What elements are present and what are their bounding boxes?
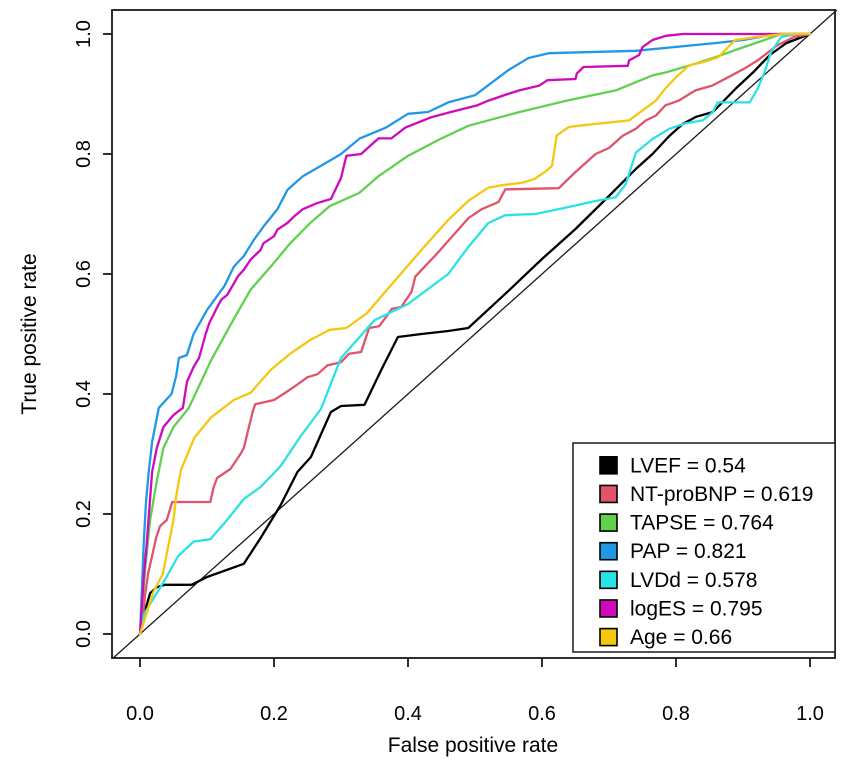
legend-swatch-Age xyxy=(599,627,618,647)
y-tick-label: 0.2 xyxy=(73,500,95,528)
legend-label-PAP: PAP = 0.821 xyxy=(630,540,747,563)
y-tick-label: 0.6 xyxy=(73,260,95,288)
y-axis-title: True positive rate xyxy=(18,253,41,414)
legend-group: LVEF = 0.54 NT-proBNP = 0.619 TAPSE = 0.76… xyxy=(572,442,836,653)
diagonal-reference-line-group xyxy=(112,9,838,659)
roc-curve-logES xyxy=(138,32,812,636)
x-tick-label: 0.8 xyxy=(662,703,690,725)
legend-label-TAPSE: TAPSE = 0.764 xyxy=(630,512,774,535)
x-tick-label: 0.2 xyxy=(260,703,288,725)
x-axis-title: False positive rate xyxy=(388,734,558,757)
legend-swatch-logES xyxy=(599,599,618,618)
x-tick-label: 0.4 xyxy=(394,703,422,725)
diagonal-reference-line xyxy=(112,9,838,659)
legend-swatch-LVEF xyxy=(599,456,618,475)
roc-curve-PAP xyxy=(138,32,812,636)
y-tick-label: 0.8 xyxy=(73,140,95,168)
legend-label-logES: logES = 0.795 xyxy=(630,597,763,620)
plot-border-box xyxy=(111,9,836,659)
y-tick-label: 0.4 xyxy=(73,380,95,408)
y-tick-label: 1.0 xyxy=(73,20,95,48)
roc-curves-group xyxy=(138,32,812,636)
legend-swatch-NT-proBNP xyxy=(599,484,618,504)
legend-label-LVDd: LVDd = 0.578 xyxy=(630,569,757,592)
roc-curve-NT-proBNP xyxy=(138,32,812,636)
roc-curve-LVEF xyxy=(138,32,812,636)
legend-swatch-PAP xyxy=(599,541,618,561)
x-tick-label: 1.0 xyxy=(796,703,824,725)
y-tick-label: 0.0 xyxy=(73,620,95,648)
x-tick-label: 0.6 xyxy=(528,703,556,725)
legend-label-NT-proBNP: NT-proBNP = 0.619 xyxy=(630,483,813,506)
legend-swatch-LVDd xyxy=(599,570,618,590)
x-tick-label: 0.0 xyxy=(126,703,154,725)
axis-ticks-group: 0.0 0.2 0.4 0.6 0.8 1.0 0.0 0.2 0.4 0.6 0.8 1.0 xyxy=(73,20,824,725)
roc-curve-Age xyxy=(138,32,812,636)
legend-label-Age: Age = 0.66 xyxy=(630,626,732,649)
roc-curve-LVDd xyxy=(138,32,812,636)
legend-label-LVEF: LVEF = 0.54 xyxy=(630,454,746,477)
legend-swatch-TAPSE xyxy=(599,513,618,532)
